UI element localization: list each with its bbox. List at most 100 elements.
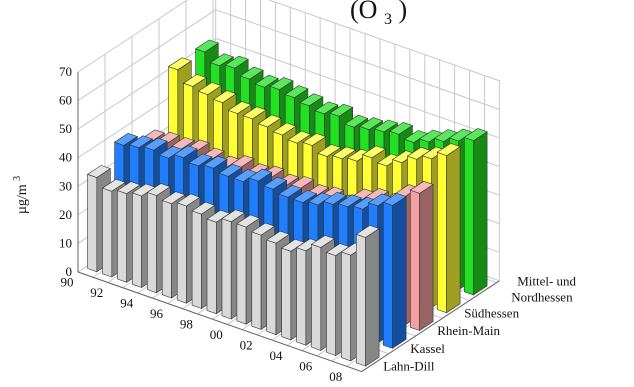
series-label: Kassel bbox=[410, 341, 445, 356]
bar-front-face bbox=[251, 231, 262, 330]
bar-front-face bbox=[296, 247, 307, 346]
bar-side-face bbox=[473, 131, 488, 296]
y-tick-label: 0 bbox=[66, 264, 73, 279]
bar-front-face bbox=[206, 218, 217, 315]
bar-top-face bbox=[197, 82, 222, 95]
bar-front-face bbox=[341, 251, 352, 362]
bar-top-face bbox=[101, 178, 126, 192]
bar-top-face bbox=[332, 146, 357, 160]
x-tick-label: 02 bbox=[240, 338, 253, 353]
bar-side-face bbox=[446, 146, 461, 314]
bar-top-face bbox=[176, 193, 201, 207]
bar-top-face bbox=[221, 209, 246, 223]
bar-top-face bbox=[322, 191, 348, 205]
series-label: Lahn-Dill bbox=[383, 359, 435, 374]
bar-top-face bbox=[362, 145, 387, 159]
y-axis-label-text: µg/m bbox=[15, 184, 30, 214]
bar-top-face bbox=[161, 191, 186, 205]
bar-top-face bbox=[128, 135, 153, 149]
bar-side-face bbox=[419, 183, 434, 332]
bar-top-face bbox=[269, 77, 294, 91]
bar-side-face bbox=[392, 196, 407, 349]
bar-front-face bbox=[117, 190, 127, 283]
bar-top-face bbox=[203, 155, 228, 169]
y-tick-label: 60 bbox=[59, 93, 72, 108]
bar-top-face bbox=[167, 57, 192, 71]
series-label: Rhein-Main bbox=[437, 323, 500, 338]
bar bbox=[436, 143, 461, 314]
y-tick-labels: 0 10 20 30 40 50 60 70 bbox=[59, 64, 72, 279]
chart-title: (O 3 ) bbox=[350, 0, 407, 30]
bar-top-face bbox=[182, 73, 207, 87]
bar-front-face bbox=[436, 151, 447, 314]
bar-top-face bbox=[463, 128, 488, 141]
bar-top-face bbox=[329, 103, 354, 117]
bar-top-face bbox=[310, 235, 335, 248]
bar-top-face bbox=[116, 181, 141, 195]
bar-top-face bbox=[251, 222, 276, 236]
bar-front-face bbox=[102, 187, 113, 278]
title-subscript: 3 bbox=[384, 11, 392, 28]
bar-front-face bbox=[161, 200, 172, 299]
bar-top-face bbox=[191, 201, 216, 215]
bar-top-face bbox=[278, 184, 303, 198]
bar-top-face bbox=[86, 165, 111, 178]
bar bbox=[463, 128, 488, 296]
bar-top-face bbox=[227, 101, 252, 114]
bar-front-face bbox=[311, 243, 322, 351]
bar-front-face bbox=[326, 251, 337, 357]
y-axis-label-superscript: 3 bbox=[12, 176, 23, 181]
x-tick-label: 98 bbox=[180, 317, 193, 332]
bar-top-face bbox=[337, 194, 362, 208]
title-close: ) bbox=[398, 0, 407, 24]
left-wall-grid-line bbox=[77, 0, 189, 73]
left-wall-grid-line bbox=[77, 9, 216, 101]
bar-top-face bbox=[173, 145, 198, 159]
bar-top-face bbox=[389, 121, 414, 135]
bar-top-face bbox=[374, 119, 399, 133]
bar-front-face bbox=[281, 247, 292, 341]
back-wall-grid-line bbox=[215, 37, 500, 139]
bar-top-face bbox=[355, 225, 380, 238]
bar-top-face bbox=[314, 101, 339, 115]
bar-top-face bbox=[359, 117, 384, 131]
bar-top-face bbox=[272, 122, 297, 136]
svg-text:µg/m 3: µg/m 3 bbox=[12, 176, 30, 214]
x-tick-labels: 90 92 94 96 98 00 02 04 06 08 bbox=[61, 275, 343, 384]
bar-top-face bbox=[266, 230, 291, 244]
bar-top-face bbox=[293, 190, 318, 203]
bar-front-face bbox=[382, 201, 393, 349]
bar-front-face bbox=[409, 189, 420, 331]
title-fragment: (O bbox=[350, 0, 377, 24]
x-tick-label: 90 bbox=[61, 275, 74, 290]
bar-top-face bbox=[113, 132, 138, 146]
series-label: Mittel- und bbox=[517, 274, 576, 289]
bar-front-face bbox=[266, 239, 277, 336]
bar-top-face bbox=[287, 130, 312, 144]
series-label: Südhessen bbox=[464, 305, 519, 320]
y-tick-label: 30 bbox=[59, 178, 72, 193]
back-wall-grid-line bbox=[267, 0, 500, 82]
svg-text:(O 3 ): (O 3 ) bbox=[350, 0, 407, 30]
y-tick-label: 20 bbox=[59, 207, 72, 222]
depth-axis-line bbox=[361, 280, 500, 372]
bar-side-face bbox=[365, 228, 380, 367]
bar-top-face bbox=[302, 133, 327, 146]
bar-top-face bbox=[263, 176, 288, 190]
bar-front-face bbox=[147, 191, 157, 294]
bar-top-face bbox=[409, 180, 434, 194]
x-tick-label: 08 bbox=[329, 369, 342, 384]
bar-top-face bbox=[143, 137, 168, 151]
bar-top-face bbox=[436, 143, 461, 156]
bar-top-face bbox=[188, 153, 213, 167]
bar-top-face bbox=[257, 114, 282, 128]
y-tick-label: 10 bbox=[59, 235, 72, 250]
back-wall-grid-line bbox=[215, 9, 500, 110]
x-axis-line bbox=[77, 271, 362, 373]
x-tick-label: 04 bbox=[270, 348, 284, 363]
bar-top-face bbox=[212, 90, 237, 104]
bar-top-face bbox=[209, 53, 234, 67]
x-tick-label: 00 bbox=[210, 327, 223, 342]
